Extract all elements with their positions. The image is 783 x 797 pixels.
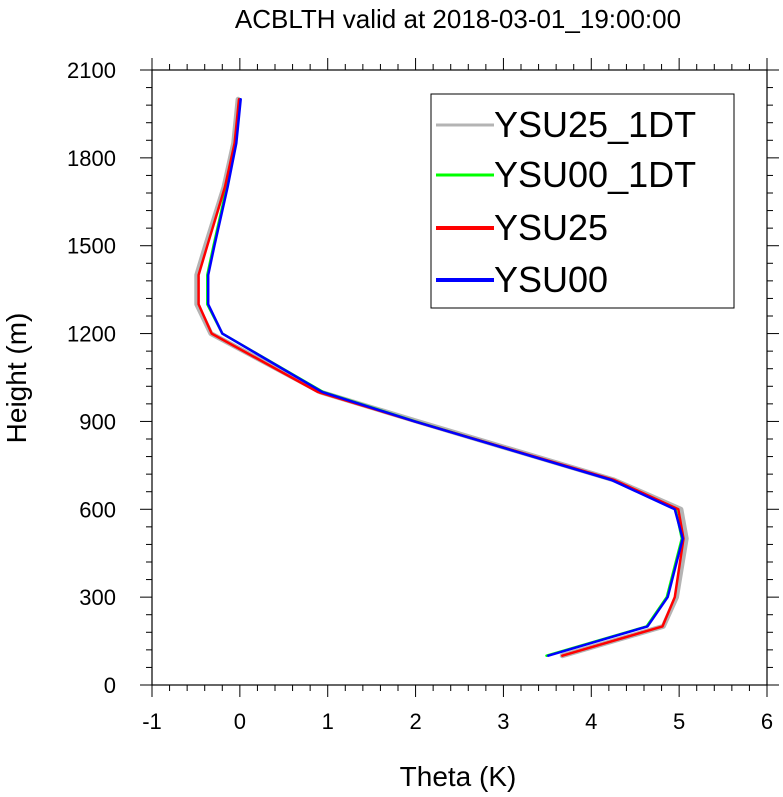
legend: YSU25_1DT YSU00_1DT YSU25 YSU00 — [430, 93, 735, 309]
series-line-ysu00 — [206, 98, 684, 657]
x-axis-label: Theta (K) — [400, 761, 517, 792]
y-tick-label: 1800 — [67, 146, 116, 171]
y-tick-label: 300 — [79, 585, 116, 610]
y-tick-label: 0 — [104, 673, 116, 698]
legend-label: YSU25 — [494, 207, 608, 248]
y-tick-label: 2100 — [67, 58, 116, 83]
plot-frame — [151, 69, 768, 686]
legend-box — [430, 93, 735, 309]
x-tick-label: 0 — [234, 709, 246, 734]
x-tick-label: 2 — [409, 709, 421, 734]
series-line-ysu25 — [197, 98, 685, 657]
y-axis-label: Height (m) — [1, 313, 32, 444]
chart-title: ACBLTH valid at 2018-03-01_19:00:00 — [235, 4, 681, 34]
y-tick-label: 1500 — [67, 234, 116, 259]
legend-label: YSU25_1DT — [494, 104, 696, 145]
x-tick-label: 1 — [322, 709, 334, 734]
y-tick-label: 600 — [79, 497, 116, 522]
x-tick-label: 4 — [585, 709, 597, 734]
series-lines — [194, 96, 689, 659]
plot-border — [151, 69, 768, 686]
legend-label: YSU00_1DT — [494, 154, 696, 195]
x-tick-label: 6 — [761, 709, 773, 734]
y-tick-label: 900 — [79, 409, 116, 434]
x-tick-label: -1 — [142, 709, 162, 734]
axis-ticks — [140, 58, 779, 697]
x-tick-labels: -1 0 1 2 3 4 5 6 — [142, 709, 773, 734]
legend-label: YSU00 — [494, 259, 608, 300]
x-tick-label: 3 — [497, 709, 509, 734]
y-tick-labels: 0 300 600 900 1200 1500 1800 2100 — [67, 58, 116, 698]
y-tick-label: 1200 — [67, 322, 116, 347]
x-tick-label: 5 — [673, 709, 685, 734]
